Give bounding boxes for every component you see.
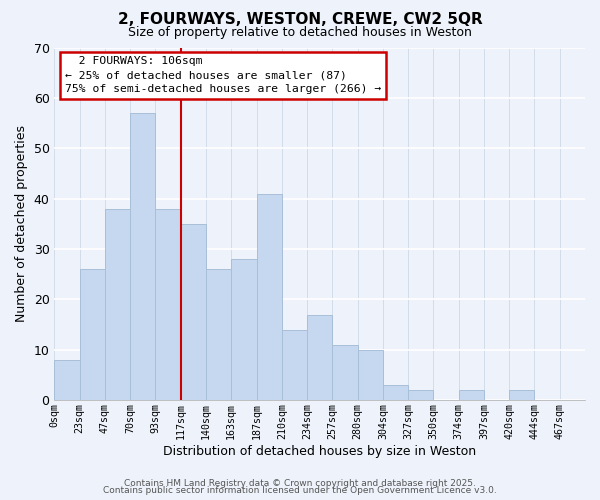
Bar <box>458 390 484 400</box>
Bar <box>181 224 206 400</box>
X-axis label: Distribution of detached houses by size in Weston: Distribution of detached houses by size … <box>163 444 476 458</box>
Bar <box>231 259 257 400</box>
Bar <box>257 194 282 400</box>
Bar <box>509 390 535 400</box>
Bar <box>282 330 307 400</box>
Text: 2, FOURWAYS, WESTON, CREWE, CW2 5QR: 2, FOURWAYS, WESTON, CREWE, CW2 5QR <box>118 12 482 28</box>
Text: Size of property relative to detached houses in Weston: Size of property relative to detached ho… <box>128 26 472 39</box>
Text: Contains HM Land Registry data © Crown copyright and database right 2025.: Contains HM Land Registry data © Crown c… <box>124 478 476 488</box>
Bar <box>130 113 155 400</box>
Bar <box>206 269 231 400</box>
Bar <box>358 350 383 400</box>
Y-axis label: Number of detached properties: Number of detached properties <box>15 126 28 322</box>
Bar <box>80 269 105 400</box>
Bar <box>408 390 433 400</box>
Text: Contains public sector information licensed under the Open Government Licence v3: Contains public sector information licen… <box>103 486 497 495</box>
Bar <box>307 314 332 400</box>
Bar <box>332 344 358 400</box>
Text: 2 FOURWAYS: 106sqm
← 25% of detached houses are smaller (87)
75% of semi-detache: 2 FOURWAYS: 106sqm ← 25% of detached hou… <box>65 56 381 94</box>
Bar <box>383 385 408 400</box>
Bar <box>55 360 80 400</box>
Bar <box>155 208 181 400</box>
Bar <box>105 208 130 400</box>
